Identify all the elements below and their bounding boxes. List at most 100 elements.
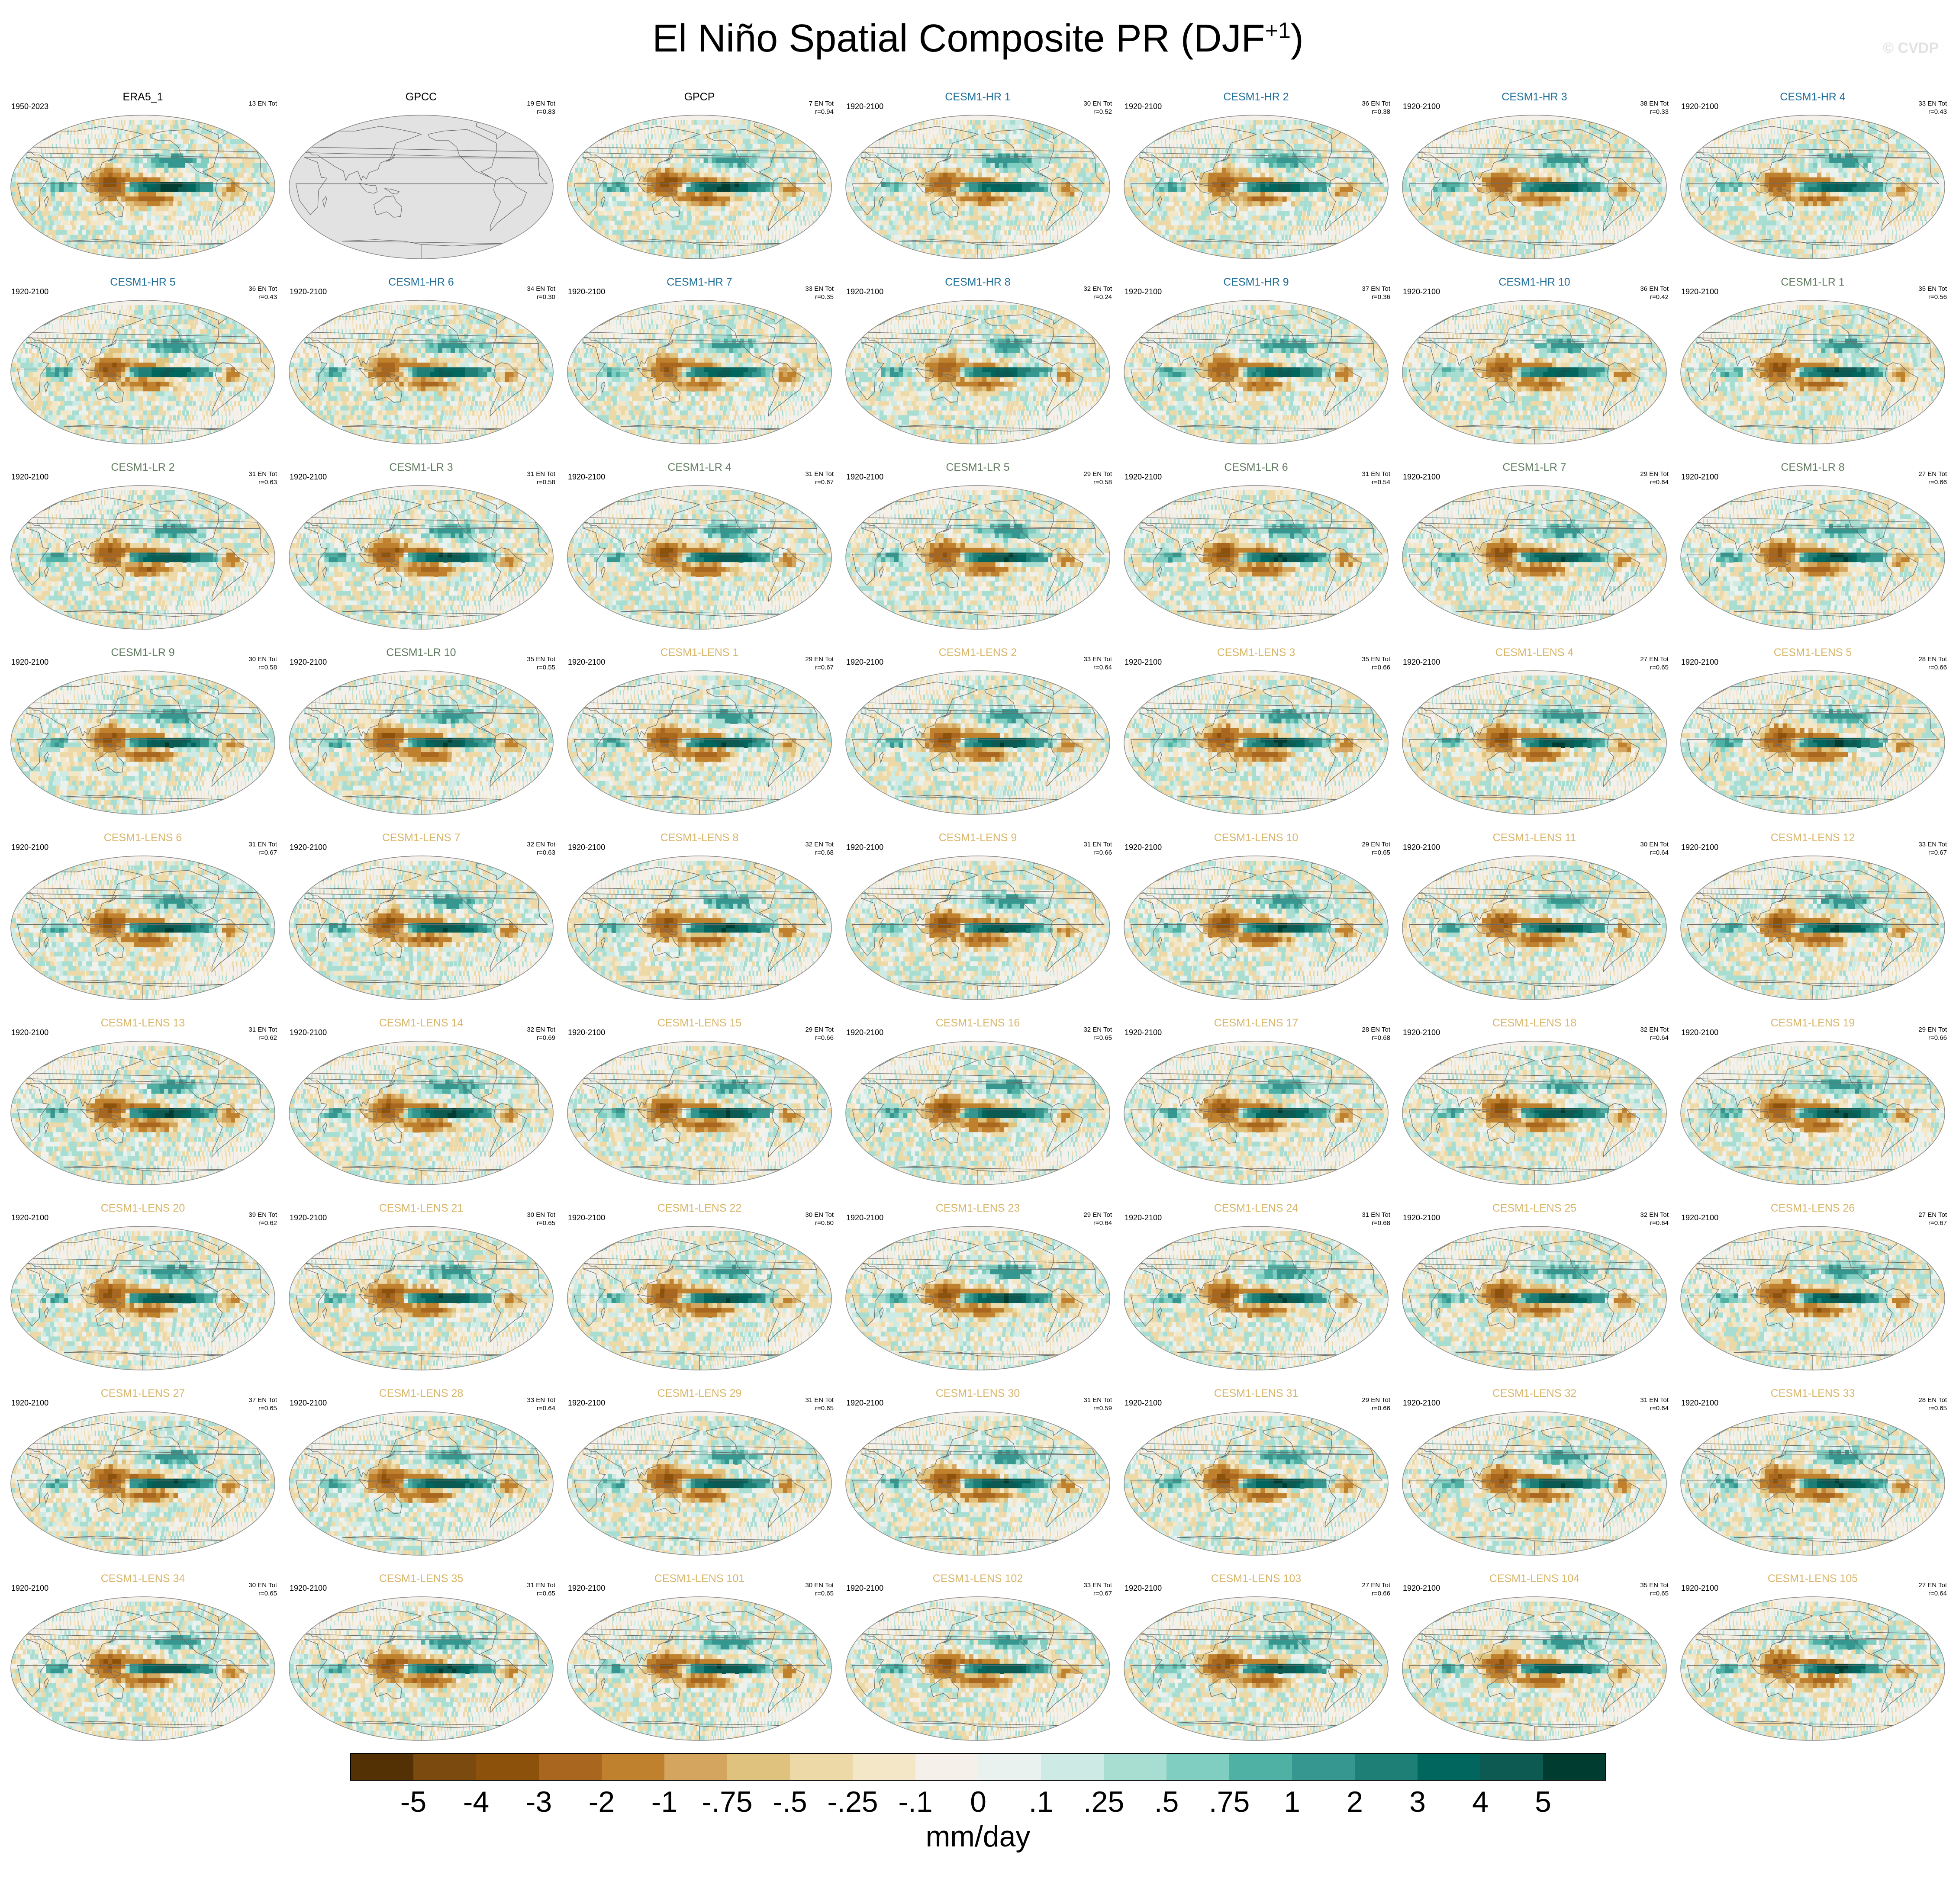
- panel-map: [1674, 109, 1951, 265]
- map-panel: CESM1-HR 5 1920-2100 36 EN Tot r=0.43: [4, 272, 281, 456]
- panel-title: CESM1-HR 10: [1396, 276, 1673, 289]
- panel-map: [283, 479, 560, 635]
- panel-map: [1396, 1591, 1673, 1746]
- panel-title: CESM1-LENS 1: [561, 646, 838, 659]
- panel-event-count: 36 EN Tot: [1640, 285, 1669, 293]
- panel-title: CESM1-LENS 103: [1118, 1573, 1395, 1585]
- panel-title: CESM1-LR 10: [283, 646, 560, 659]
- panel-event-count: 30 EN Tot: [248, 1581, 277, 1589]
- panel-title: CESM1-HR 3: [1396, 91, 1673, 103]
- map-panel: CESM1-HR 10 1920-2100 36 EN Tot r=0.42: [1396, 272, 1673, 456]
- panel-title: CESM1-LENS 13: [4, 1017, 281, 1029]
- panel-event-count: 29 EN Tot: [805, 1026, 834, 1034]
- panel-map: [1396, 479, 1673, 635]
- panel-map: [4, 109, 281, 265]
- panel-map: [561, 1035, 838, 1191]
- map-panel: CESM1-LENS 3 1920-2100 35 EN Tot r=0.66: [1118, 642, 1395, 826]
- panel-event-count: 19 EN Tot: [527, 100, 555, 108]
- panel-title: CESM1-LENS 35: [283, 1573, 560, 1585]
- panel-map: [4, 850, 281, 1006]
- panel-title: CESM1-LENS 25: [1396, 1202, 1673, 1215]
- panel-title: CESM1-LR 4: [561, 461, 838, 474]
- panel-event-count: 33 EN Tot: [805, 285, 834, 293]
- panel-title: CESM1-LENS 19: [1674, 1017, 1951, 1029]
- panel-title: CESM1-LENS 102: [839, 1573, 1116, 1585]
- colorbar-tick-label: 2: [1347, 1785, 1363, 1819]
- colorbar-tick-label: 0: [970, 1785, 986, 1819]
- panel-map: [1118, 1035, 1395, 1191]
- map-panel: CESM1-LENS 19 1920-2100 29 EN Tot r=0.66: [1674, 1013, 1951, 1196]
- panel-map: [283, 850, 560, 1006]
- panel-title: CESM1-LR 8: [1674, 461, 1951, 474]
- map-panel: CESM1-LENS 105 1920-2100 27 EN Tot r=0.64: [1674, 1568, 1951, 1752]
- panel-map: [561, 850, 838, 1006]
- panel-title: CESM1-LENS 5: [1674, 646, 1951, 659]
- panel-title: CESM1-LENS 33: [1674, 1387, 1951, 1400]
- panel-event-count: 37 EN Tot: [248, 1396, 277, 1404]
- panel-title: CESM1-LENS 2: [839, 646, 1116, 659]
- map-panel: CESM1-LENS 6 1920-2100 31 EN Tot r=0.67: [4, 827, 281, 1011]
- map-panel: CESM1-HR 3 1920-2100 38 EN Tot r=0.33: [1396, 87, 1673, 270]
- panel-map: [1118, 479, 1395, 635]
- map-panel: CESM1-LENS 103 1920-2100 27 EN Tot r=0.66: [1118, 1568, 1395, 1752]
- panel-title: CESM1-HR 6: [283, 276, 560, 289]
- panel-event-count: 32 EN Tot: [805, 840, 834, 849]
- map-panel: CESM1-LR 7 1920-2100 29 EN Tot r=0.64: [1396, 457, 1673, 641]
- map-panel: CESM1-LENS 16 1920-2100 32 EN Tot r=0.65: [839, 1013, 1116, 1196]
- panel-event-count: 27 EN Tot: [1640, 655, 1669, 663]
- panel-title: GPCP: [561, 91, 838, 103]
- panel-event-count: 31 EN Tot: [1362, 470, 1390, 478]
- panel-map: [1396, 1220, 1673, 1376]
- map-panel: ERA5_1 1950-2023 13 EN Tot: [4, 87, 281, 270]
- panel-title: CESM1-LENS 30: [839, 1387, 1116, 1400]
- map-panel: CESM1-LENS 13 1920-2100 31 EN Tot r=0.62: [4, 1013, 281, 1196]
- panel-event-count: 32 EN Tot: [1640, 1026, 1669, 1034]
- panel-event-count: 30 EN Tot: [248, 655, 277, 663]
- panel-map: [561, 1591, 838, 1746]
- panel-event-count: 29 EN Tot: [1362, 840, 1390, 849]
- panel-event-count: 31 EN Tot: [527, 470, 555, 478]
- panel-title: CESM1-LR 9: [4, 646, 281, 659]
- colorbar-tick-label: .75: [1209, 1785, 1250, 1819]
- panel-event-count: 28 EN Tot: [1918, 1396, 1947, 1404]
- panel-event-count: 28 EN Tot: [1362, 1026, 1390, 1034]
- panel-map: [4, 665, 281, 820]
- map-panel: CESM1-LENS 2 1920-2100 33 EN Tot r=0.64: [839, 642, 1116, 826]
- panel-map: [1396, 109, 1673, 265]
- map-panel: CESM1-LENS 1 1920-2100 29 EN Tot r=0.67: [561, 642, 838, 826]
- panel-event-count: 32 EN Tot: [527, 840, 555, 849]
- panel-event-count: 39 EN Tot: [248, 1211, 277, 1219]
- panel-map: [839, 1591, 1116, 1746]
- panel-title: CESM1-LENS 105: [1674, 1573, 1951, 1585]
- map-panel: CESM1-LR 5 1920-2100 29 EN Tot r=0.58: [839, 457, 1116, 641]
- colorbar-units: mm/day: [0, 1820, 1956, 1853]
- panel-title: CESM1-LENS 104: [1396, 1573, 1673, 1585]
- map-panel: CESM1-LENS 9 1920-2100 31 EN Tot r=0.66: [839, 827, 1116, 1011]
- panel-event-count: 32 EN Tot: [527, 1026, 555, 1034]
- map-panel: CESM1-HR 2 1920-2100 36 EN Tot r=0.38: [1118, 87, 1395, 270]
- panel-event-count: 28 EN Tot: [1918, 655, 1947, 663]
- colorbar-tick-label: 3: [1409, 1785, 1426, 1819]
- panel-title: CESM1-HR 1: [839, 91, 1116, 103]
- map-panel: CESM1-LENS 14 1920-2100 32 EN Tot r=0.69: [283, 1013, 560, 1196]
- panel-event-count: 27 EN Tot: [1362, 1581, 1390, 1589]
- map-panel: CESM1-LR 8 1920-2100 27 EN Tot r=0.66: [1674, 457, 1951, 641]
- panel-title: CESM1-LENS 3: [1118, 646, 1395, 659]
- map-panel: CESM1-LENS 12 1920-2100 33 EN Tot r=0.67: [1674, 827, 1951, 1011]
- map-panel: CESM1-LENS 10 1920-2100 29 EN Tot r=0.65: [1118, 827, 1395, 1011]
- panel-title: CESM1-LENS 28: [283, 1387, 560, 1400]
- panel-map: [4, 1220, 281, 1376]
- panel-map: [839, 294, 1116, 450]
- panel-event-count: 31 EN Tot: [248, 1026, 277, 1034]
- panel-map: [1674, 665, 1951, 820]
- panel-title: CESM1-LR 1: [1674, 276, 1951, 289]
- panel-map: [1674, 1591, 1951, 1746]
- panel-event-count: 31 EN Tot: [1640, 1396, 1669, 1404]
- panel-map: [1674, 1220, 1951, 1376]
- map-panel: CESM1-LENS 104 1920-2100 35 EN Tot r=0.65: [1396, 1568, 1673, 1752]
- panel-title: ERA5_1: [4, 91, 281, 103]
- panel-event-count: 29 EN Tot: [1362, 1396, 1390, 1404]
- panel-event-count: 31 EN Tot: [248, 470, 277, 478]
- colorbar-tick-label: -.25: [827, 1785, 878, 1819]
- map-panel: CESM1-HR 1 1920-2100 30 EN Tot r=0.52: [839, 87, 1116, 270]
